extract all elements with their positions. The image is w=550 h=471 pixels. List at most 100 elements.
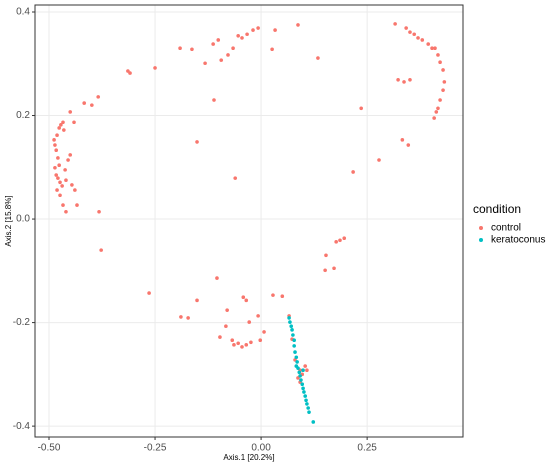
point xyxy=(298,374,302,378)
point xyxy=(58,180,62,185)
point xyxy=(436,53,440,57)
point xyxy=(303,394,308,398)
y-tick-label: 0.4 xyxy=(16,7,30,18)
point xyxy=(55,133,59,137)
point xyxy=(288,320,292,324)
point xyxy=(211,42,215,46)
point xyxy=(295,360,299,364)
point xyxy=(195,140,199,144)
point xyxy=(256,26,260,30)
point xyxy=(62,128,66,132)
point xyxy=(128,71,132,75)
point xyxy=(433,46,437,51)
x-tick-label: 0.00 xyxy=(251,443,271,454)
point xyxy=(408,30,412,34)
point xyxy=(441,68,445,72)
point xyxy=(59,123,63,127)
point xyxy=(54,148,59,153)
point xyxy=(273,28,277,32)
point xyxy=(61,120,65,125)
y-tick-label: 0.0 xyxy=(16,214,30,225)
point xyxy=(244,343,249,347)
point xyxy=(56,156,60,160)
point xyxy=(190,47,194,52)
point xyxy=(218,335,222,339)
x-tick-label: 0.25 xyxy=(357,443,377,454)
point xyxy=(334,240,338,244)
point xyxy=(290,328,294,332)
point xyxy=(53,143,57,147)
point xyxy=(304,398,308,403)
point xyxy=(406,143,411,147)
point xyxy=(292,344,296,348)
point xyxy=(247,320,252,324)
point xyxy=(70,183,74,187)
point xyxy=(307,410,311,414)
point xyxy=(64,178,68,183)
panel-border xyxy=(34,4,464,438)
point xyxy=(233,176,238,180)
point xyxy=(305,402,309,406)
point xyxy=(215,276,219,280)
point xyxy=(404,26,408,30)
y-tick-label: -0.4 xyxy=(13,421,31,432)
point xyxy=(53,166,57,170)
point xyxy=(61,203,65,207)
point xyxy=(296,23,300,27)
legend-title: condition xyxy=(473,202,521,216)
point xyxy=(438,98,442,102)
point xyxy=(438,60,442,65)
point xyxy=(323,268,327,273)
point xyxy=(359,106,363,111)
point xyxy=(302,390,306,394)
panel xyxy=(35,5,463,437)
legend-swatch xyxy=(479,238,483,242)
point xyxy=(178,46,182,51)
point xyxy=(306,406,310,410)
point xyxy=(299,378,303,382)
point xyxy=(301,368,305,373)
point xyxy=(179,315,183,319)
point xyxy=(342,236,347,241)
point xyxy=(393,22,397,26)
point xyxy=(316,56,320,60)
point xyxy=(232,343,236,347)
point xyxy=(258,338,263,342)
point xyxy=(195,298,199,303)
point xyxy=(426,42,431,46)
point xyxy=(441,88,445,92)
point xyxy=(338,238,342,243)
point xyxy=(216,38,221,42)
point xyxy=(271,293,275,297)
point xyxy=(63,168,67,172)
point xyxy=(241,295,246,300)
point xyxy=(226,53,230,57)
point xyxy=(301,386,305,391)
point xyxy=(262,330,266,334)
point xyxy=(297,370,302,375)
point xyxy=(231,46,235,51)
point xyxy=(97,210,101,214)
point xyxy=(280,294,285,298)
x-tick-label: -0.50 xyxy=(38,443,61,454)
point xyxy=(147,291,151,295)
point xyxy=(311,420,316,424)
legend-label: keratoconus xyxy=(491,235,545,246)
point xyxy=(442,80,447,84)
point xyxy=(408,78,412,82)
point xyxy=(289,324,294,329)
point xyxy=(57,163,61,168)
point xyxy=(55,188,59,192)
legend-swatch xyxy=(479,226,483,230)
point xyxy=(240,345,244,349)
point xyxy=(402,80,406,84)
point xyxy=(52,138,56,142)
point xyxy=(99,248,103,252)
point xyxy=(60,184,64,188)
y-tick-label: -0.2 xyxy=(13,317,31,328)
point xyxy=(270,47,274,52)
point xyxy=(305,368,309,373)
point xyxy=(287,316,291,320)
point xyxy=(256,314,260,318)
